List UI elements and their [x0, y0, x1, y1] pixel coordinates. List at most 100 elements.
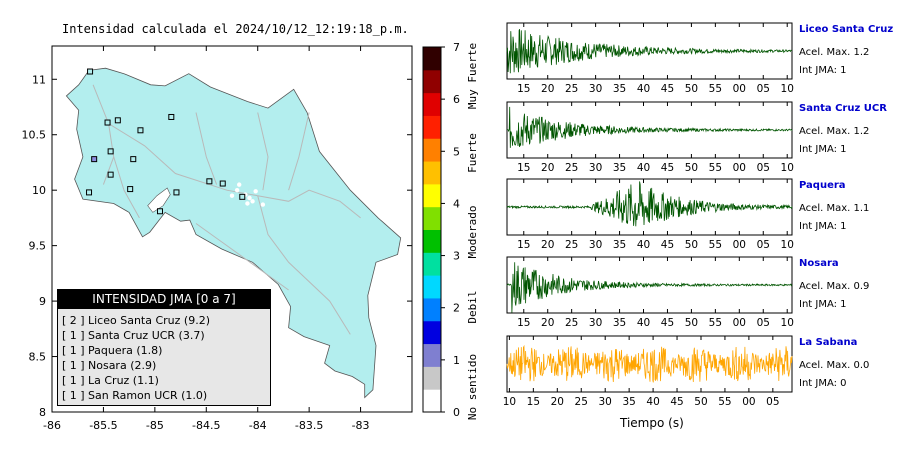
- legend-item-station: Santa Cruz UCR (3.7): [88, 329, 205, 342]
- city-dot: [253, 189, 258, 194]
- waveform-jma-intensity: Int JMA: 1: [799, 144, 847, 155]
- waveform-tick-label: 40: [637, 239, 650, 251]
- waveform-tick-label: 40: [637, 162, 650, 174]
- x-tick-label: -85.5: [89, 419, 117, 432]
- scale-color-band: [423, 343, 441, 367]
- x-tick-label: -86: [43, 419, 61, 432]
- waveform-tick-label: 00: [733, 317, 746, 329]
- station-marker: [87, 68, 94, 75]
- waveform-trace: [506, 29, 793, 74]
- scale-color-band: [423, 252, 441, 276]
- waveform-jma-intensity: Int JMA: 0: [799, 378, 847, 389]
- waveform-station-name: Liceo Santa Cruz: [799, 24, 894, 35]
- x-tick-label: -85: [146, 419, 164, 432]
- scale-tick-label: 0: [453, 406, 460, 419]
- map-title: Intensidad calculada el 2024/10/12_12:19…: [62, 22, 409, 36]
- legend-item-station: Liceo Santa Cruz (9.2): [88, 314, 210, 327]
- waveform-tick-label: 15: [517, 317, 530, 329]
- city-dot: [245, 201, 250, 206]
- waveform-trace: [506, 106, 793, 148]
- y-tick-label: 8: [39, 406, 46, 419]
- scale-color-band: [423, 229, 441, 253]
- waveform-tick-label: 25: [565, 83, 578, 95]
- waveform-tick-label: 55: [718, 396, 731, 408]
- gulf-of-nicoya: [147, 187, 171, 213]
- waveform-tick-label: 25: [575, 396, 588, 408]
- station-marker: [239, 193, 246, 200]
- waveform-tick-label: 55: [709, 162, 722, 174]
- station-marker: [168, 113, 175, 120]
- waveform-tick-label: 15: [517, 83, 530, 95]
- waveform-tick-label: 00: [733, 162, 746, 174]
- station-marker: [130, 156, 137, 163]
- waveform-tick-label: 45: [661, 83, 674, 95]
- waveform-tick-label: 45: [670, 396, 683, 408]
- waveform-tick-label: 20: [541, 239, 554, 251]
- waveform-jma-intensity: Int JMA: 1: [799, 221, 847, 232]
- city-dot: [237, 182, 242, 187]
- legend-title: INTENSIDAD JMA [0 a 7]: [58, 290, 270, 309]
- waveform-tick-label: 45: [661, 162, 674, 174]
- station-marker: [157, 208, 163, 215]
- station-marker: [107, 148, 114, 155]
- station-marker: [114, 117, 121, 124]
- waveform-station-name: La Sabana: [799, 337, 858, 348]
- scale-tick-label: 2: [453, 302, 460, 315]
- scale-color-band: [423, 389, 441, 413]
- waveform-tick-label: 10: [781, 239, 794, 251]
- waveform-tick-label: 50: [685, 239, 698, 251]
- x-tick-label: -84.5: [192, 419, 220, 432]
- road-line: [288, 112, 310, 191]
- scale-color-band: [423, 183, 441, 208]
- waveform-tick-label: 00: [733, 239, 746, 251]
- legend-item-station: Paquera (1.8): [88, 344, 163, 357]
- waveform-tick-label: 20: [551, 396, 564, 408]
- legend-item: [ 1 ] La Cruz (1.1): [62, 373, 270, 388]
- waveform-tick-label: 55: [709, 239, 722, 251]
- legend-item-station: San Ramon UCR (1.0): [88, 389, 208, 402]
- scale-tick-label: 4: [453, 197, 460, 210]
- waveform-tick-label: 15: [527, 396, 540, 408]
- waveform-tick-label: 35: [613, 83, 626, 95]
- scale-color-band: [423, 297, 441, 322]
- legend-list: [ 2 ] Liceo Santa Cruz (9.2)[ 1 ] Santa Cr…: [58, 309, 270, 403]
- station-marker: [219, 180, 226, 187]
- scale-tick-label: 7: [453, 41, 460, 54]
- waveform-tick-label: 30: [589, 162, 602, 174]
- scale-category-label: Debil: [466, 290, 479, 323]
- scale-category-label: Muy Fuerte: [466, 43, 479, 109]
- legend-item: [ 1 ] Santa Cruz UCR (3.7): [62, 328, 270, 343]
- waveform-tick-label: 50: [685, 317, 698, 329]
- waveform-tick-label: 30: [589, 83, 602, 95]
- y-tick-label: 9.5: [29, 240, 47, 253]
- waveform-tick-label: 50: [685, 162, 698, 174]
- waveform-tick-label: 55: [709, 317, 722, 329]
- scale-color-band: [423, 138, 441, 162]
- waveform-tick-label: 15: [517, 162, 530, 174]
- x-tick-label: -83.5: [295, 419, 323, 432]
- legend-item-station: Nosara (2.9): [88, 359, 157, 372]
- waveform-max-accel: Acel. Max. 0.9: [799, 281, 870, 292]
- waveform-station-name: Santa Cruz UCR: [799, 103, 887, 114]
- x-tick-label: -83: [352, 419, 370, 432]
- waveform-jma-intensity: Int JMA: 1: [799, 299, 847, 310]
- waveform-tick-label: 05: [757, 239, 770, 251]
- scale-category-label: Fuerte: [466, 133, 479, 173]
- y-tick-label: 11: [32, 73, 46, 86]
- station-marker: [173, 189, 180, 196]
- legend-item-level: [ 1 ]: [62, 344, 85, 357]
- waveform-tick-label: 45: [661, 317, 674, 329]
- legend-item-level: [ 1 ]: [62, 374, 85, 387]
- legend-item-level: [ 1 ]: [62, 359, 85, 372]
- waveform-tick-label: 15: [517, 239, 530, 251]
- scale-tick-label: 3: [453, 250, 460, 263]
- y-tick-label: 9: [39, 295, 46, 308]
- legend-item-level: [ 1 ]: [62, 389, 85, 402]
- waveform-trace: [506, 344, 793, 383]
- scale-tick-label: 6: [453, 93, 460, 106]
- time-axis-label: Tiempo (s): [620, 416, 684, 430]
- scale-color-band: [423, 115, 441, 139]
- waveform-frame: [506, 335, 793, 393]
- waveform-tick-label: 20: [541, 83, 554, 95]
